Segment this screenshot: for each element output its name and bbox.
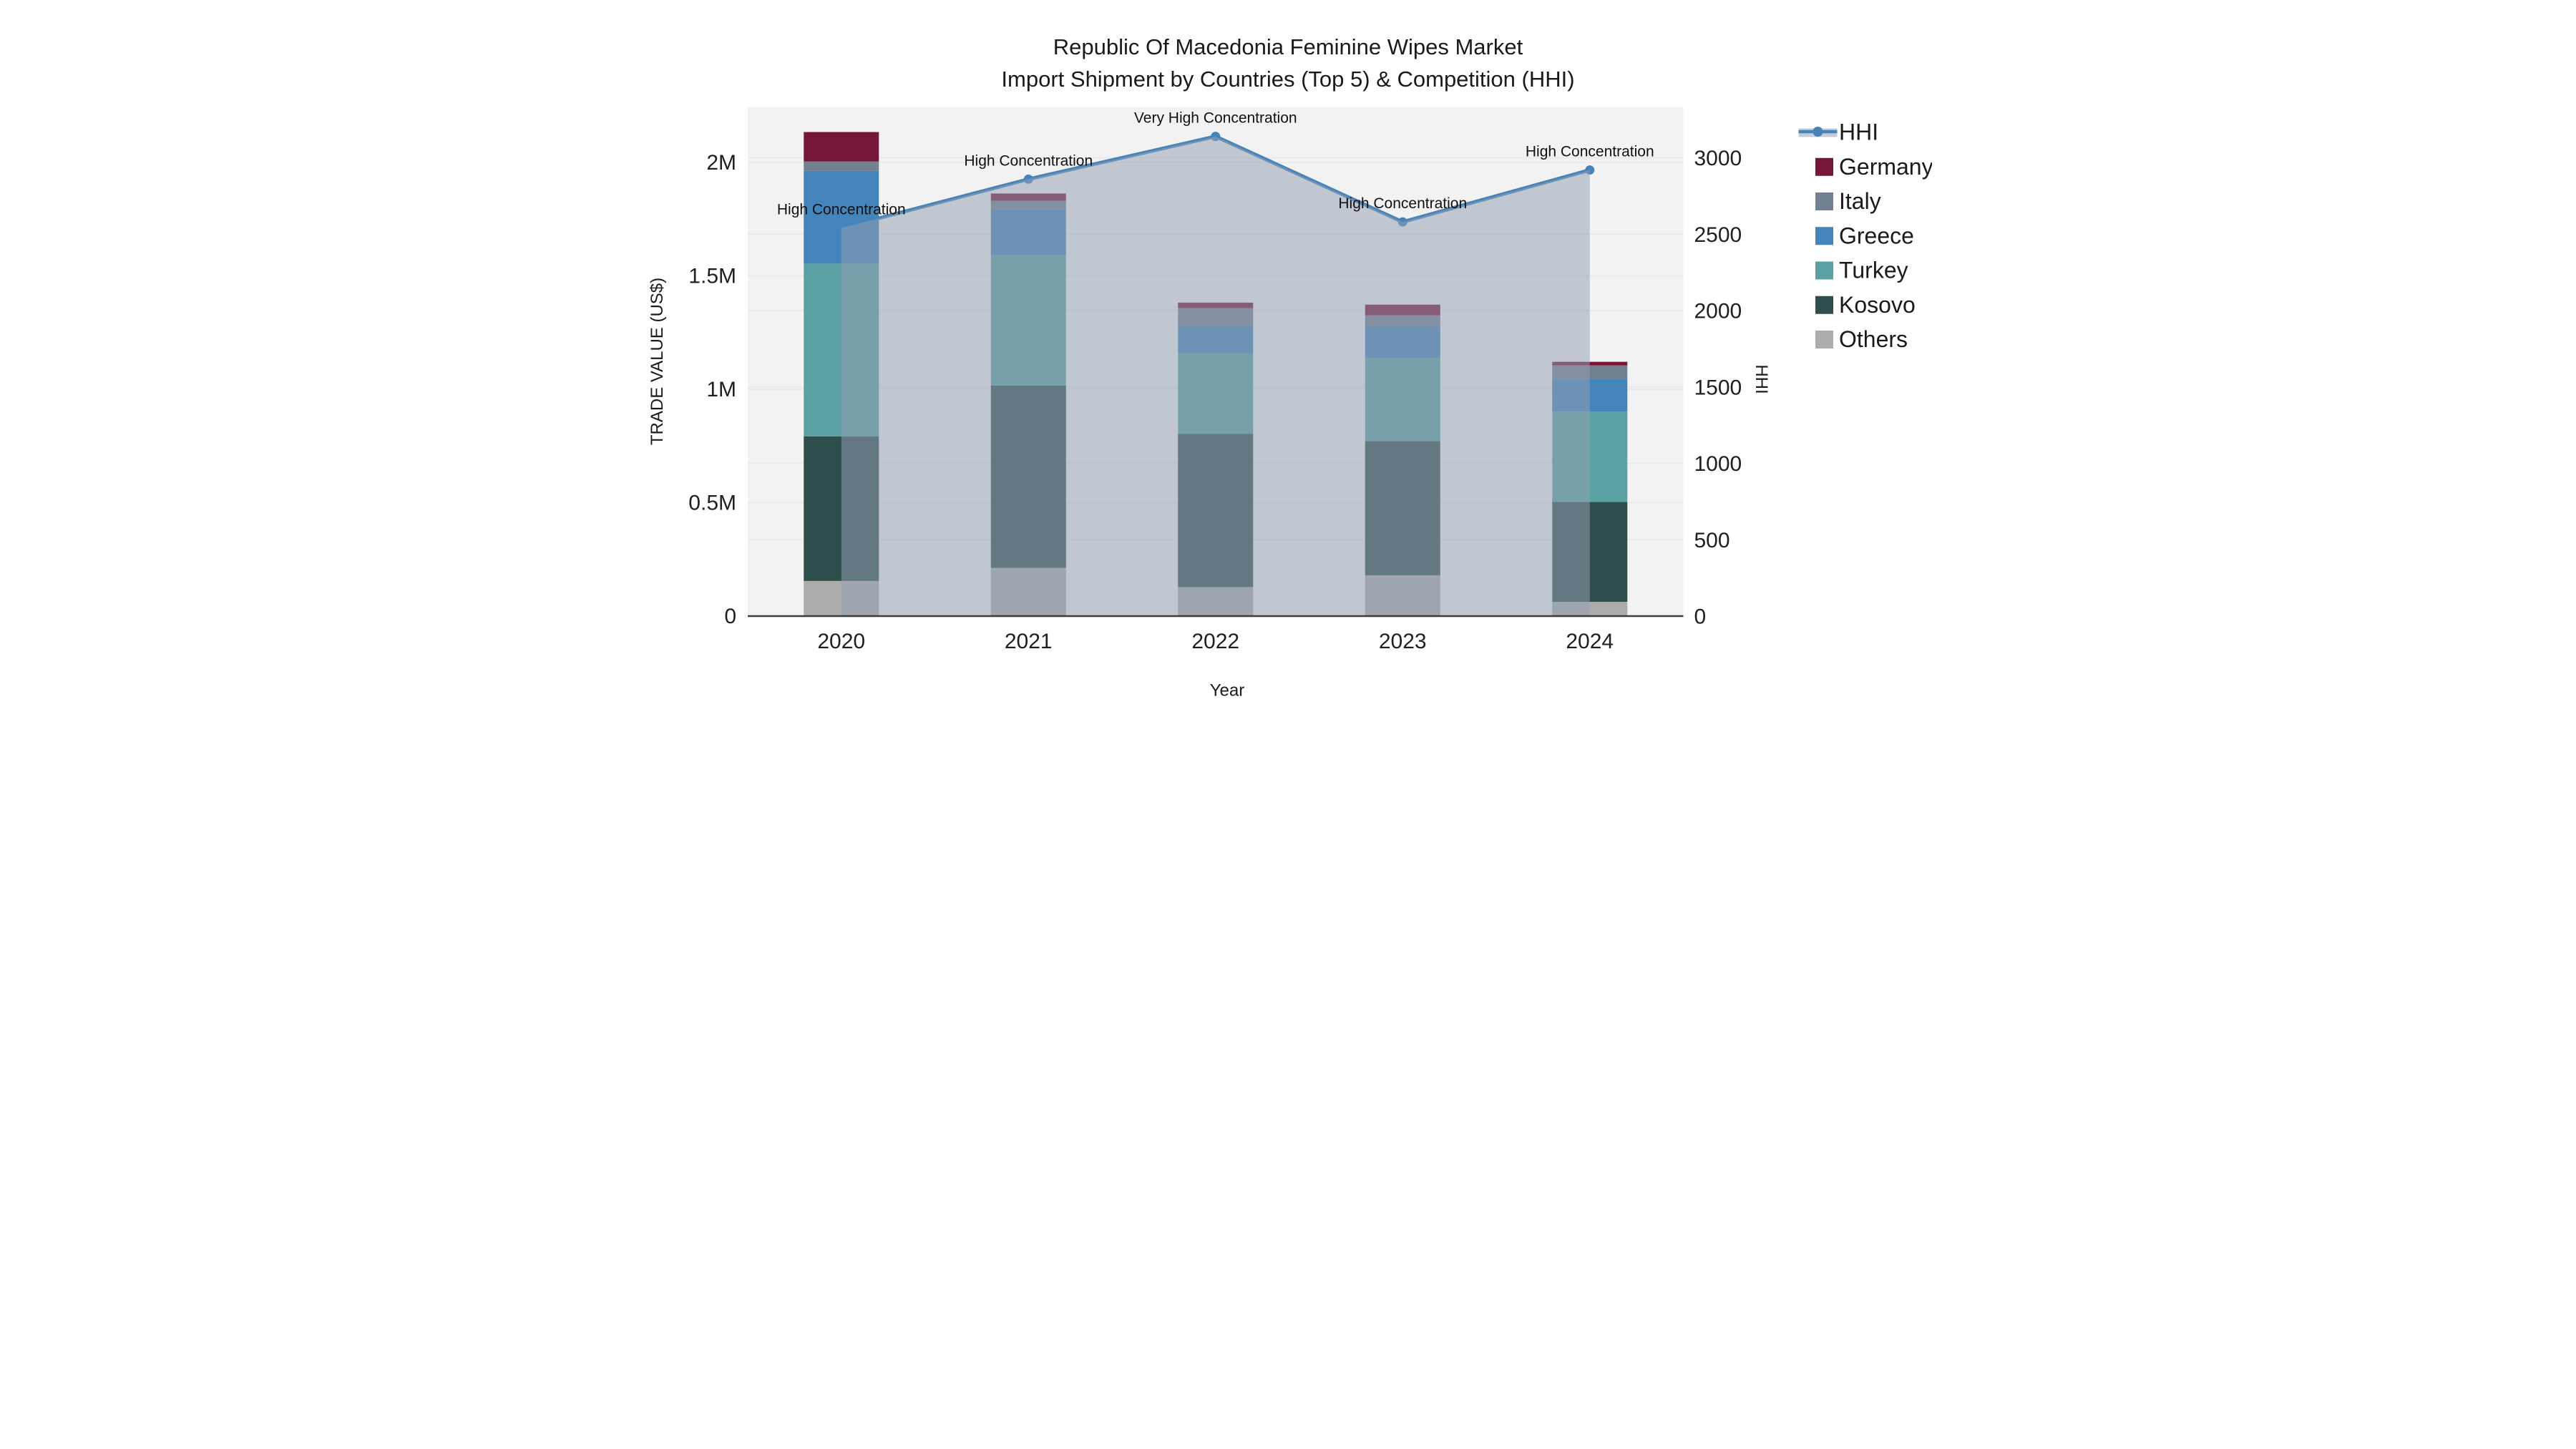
bar-segment-germany-2020 xyxy=(804,132,879,162)
left-tick-0: 0 xyxy=(724,605,736,628)
right-tick-3000: 3000 xyxy=(1694,147,1742,170)
legend-swatch-greece xyxy=(1815,227,1833,245)
annotations-layer: High Concentration High Concentration Very… xyxy=(777,110,1654,218)
x-tick-2022: 2022 xyxy=(1191,630,1239,653)
hhi-annotation-2024: High Concentration xyxy=(1526,144,1654,160)
hhi-annotation-2021: High Concentration xyxy=(964,152,1093,169)
hhi-annotation-2023: High Concentration xyxy=(1338,195,1467,212)
right-tick-1500: 1500 xyxy=(1694,376,1742,399)
left-axis-title: TRADE VALUE (US$) xyxy=(648,278,667,445)
legend: HHI Germany Italy Greece Turkey Kosovo Others xyxy=(1798,119,1932,352)
right-tick-1000: 1000 xyxy=(1694,452,1742,476)
legend-swatch-italy xyxy=(1815,192,1833,210)
chart-title-line1: Republic Of Macedonia Feminine Wipes Mar… xyxy=(1053,34,1523,59)
right-tick-0: 0 xyxy=(1694,605,1707,629)
legend-swatch-others xyxy=(1815,331,1833,348)
left-tick-2M: 2M xyxy=(706,151,736,175)
chart-canvas: 0 0.5M 1M 1.5M 2M 0 500 1000 1500 2000 2500 3000 202… xyxy=(648,34,1932,701)
right-axis-title: HHI xyxy=(1752,364,1771,394)
legend-swatch-kosovo xyxy=(1815,296,1833,314)
x-tick-2021: 2021 xyxy=(1005,630,1053,653)
chart-figure: 0 0.5M 1M 1.5M 2M 0 500 1000 1500 2000 2500 3000 202… xyxy=(644,0,1932,725)
right-tick-2000: 2000 xyxy=(1694,300,1742,323)
x-tick-2024: 2024 xyxy=(1566,630,1614,653)
x-axis-title: Year xyxy=(1210,681,1245,701)
chart-title-line2: Import Shipment by Countries (Top 5) & C… xyxy=(1001,67,1574,92)
legend-label-kosovo: Kosovo xyxy=(1839,292,1916,318)
legend-hhi-marker-swatch xyxy=(1813,127,1823,137)
legend-label-germany: Germany xyxy=(1839,154,1932,180)
hhi-area-fill xyxy=(841,136,1590,617)
legend-label-turkey: Turkey xyxy=(1839,258,1908,283)
bar-segment-italy-2020 xyxy=(804,161,879,171)
legend-label-greece: Greece xyxy=(1839,223,1914,248)
hhi-annotation-2022: Very High Concentration xyxy=(1134,110,1297,127)
legend-label-italy: Italy xyxy=(1839,188,1881,214)
legend-swatch-turkey xyxy=(1815,261,1833,280)
legend-swatch-germany xyxy=(1815,157,1833,176)
hhi-annotation-2020: High Concentration xyxy=(777,202,906,218)
tick-labels: 0 0.5M 1M 1.5M 2M 0 500 1000 1500 2000 2500 3000 202… xyxy=(688,147,1742,653)
x-tick-2020: 2020 xyxy=(817,630,865,653)
left-tick-1.5M: 1.5M xyxy=(688,265,736,288)
left-tick-0.5M: 0.5M xyxy=(688,492,736,515)
x-tick-2023: 2023 xyxy=(1379,630,1427,653)
right-tick-2500: 2500 xyxy=(1694,223,1742,247)
legend-label-hhi: HHI xyxy=(1839,119,1878,145)
left-tick-1M: 1M xyxy=(706,378,736,401)
hhi-area-fill-layer xyxy=(841,136,1590,617)
legend-label-others: Others xyxy=(1839,326,1908,352)
right-tick-500: 500 xyxy=(1694,529,1730,552)
